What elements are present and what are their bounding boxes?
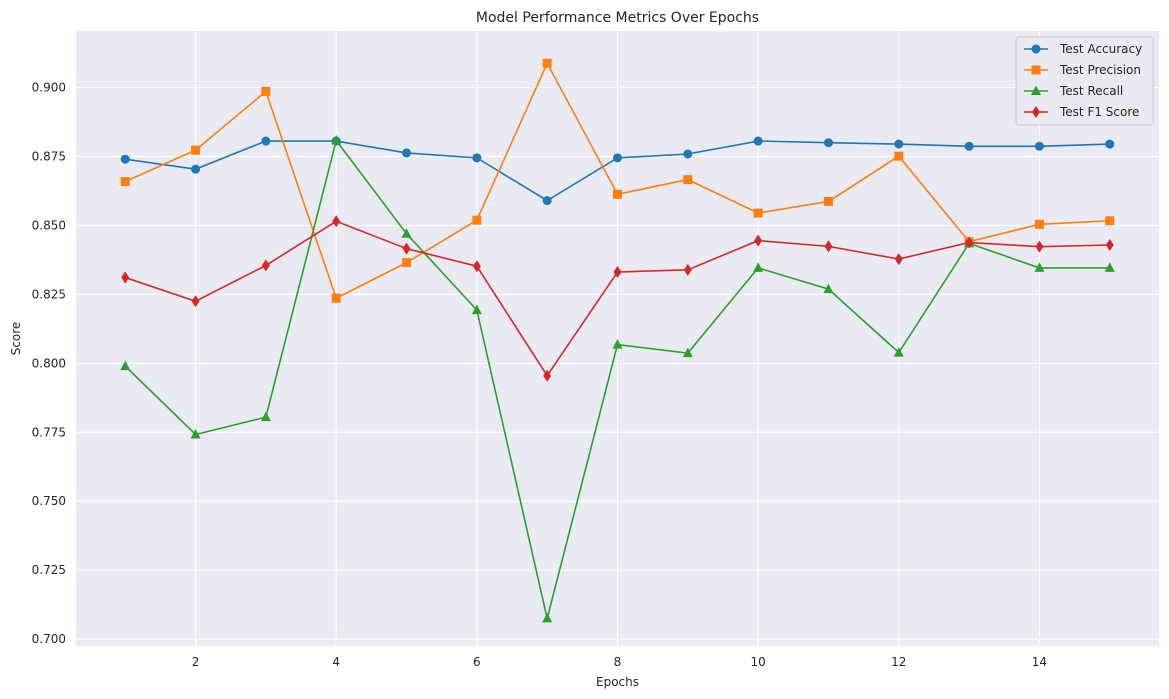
data-point	[190, 428, 201, 439]
data-point	[472, 260, 481, 273]
series-test-accuracy	[120, 136, 1115, 206]
chart-title: Model Performance Metrics Over Epochs	[476, 10, 759, 26]
x-tick-label: 4	[332, 655, 340, 669]
data-point	[331, 134, 342, 145]
data-point	[331, 293, 341, 303]
legend-label: Test Recall	[1059, 84, 1123, 98]
data-point	[613, 189, 622, 199]
y-tick-label: 0.900	[32, 81, 66, 95]
data-point	[824, 240, 833, 253]
legend-item: Test F1 Score	[1024, 105, 1139, 119]
y-tick-label: 0.725	[32, 563, 66, 577]
y-tick-label: 0.700	[32, 632, 66, 646]
y-tick-label: 0.750	[32, 494, 66, 508]
data-point	[753, 208, 763, 218]
x-tick-label: 12	[891, 655, 906, 669]
x-axis-label: Epochs	[596, 675, 639, 689]
data-point	[121, 271, 130, 284]
data-point	[683, 149, 693, 159]
data-point	[543, 369, 552, 382]
legend-marker	[1032, 106, 1040, 118]
data-point	[964, 141, 974, 151]
data-point	[191, 145, 201, 155]
data-point	[542, 612, 553, 623]
data-point	[894, 253, 903, 266]
data-point	[261, 136, 271, 146]
y-axis-label: Score	[9, 322, 23, 356]
x-tick-label: 6	[473, 655, 481, 669]
series-layer	[120, 58, 1115, 623]
data-point	[261, 86, 271, 96]
data-point	[1105, 139, 1115, 149]
data-point	[191, 164, 201, 174]
data-point	[613, 266, 622, 279]
data-point	[472, 153, 482, 163]
data-point	[683, 175, 693, 185]
data-point	[893, 347, 904, 357]
data-point	[1034, 219, 1044, 229]
data-point	[542, 58, 552, 68]
y-tick-label: 0.850	[32, 218, 66, 232]
data-point	[120, 154, 130, 164]
data-point	[402, 242, 411, 255]
data-point	[120, 177, 130, 187]
data-point	[965, 236, 974, 249]
legend-item: Test Recall	[1024, 84, 1123, 98]
legend-label: Test Precision	[1059, 63, 1141, 77]
y-tick-label: 0.775	[32, 425, 66, 439]
x-tick-label: 8	[614, 655, 622, 669]
data-point	[894, 139, 904, 149]
x-tick-label: 14	[1032, 655, 1047, 669]
data-point	[261, 259, 270, 272]
data-point	[753, 136, 763, 146]
x-axis-ticks: 2 4 6 8 10 12 14	[192, 655, 1047, 669]
data-point	[1034, 262, 1045, 272]
y-axis-ticks: 0.700 0.725 0.750 0.775 0.800 0.825 0.850 0.875…	[32, 81, 66, 647]
data-point	[1035, 240, 1044, 253]
data-point	[1104, 262, 1115, 272]
data-point	[542, 196, 552, 206]
data-point	[401, 228, 412, 238]
data-point	[332, 215, 341, 228]
legend-box	[1015, 36, 1154, 126]
data-point	[823, 138, 833, 148]
legend: Test Accuracy Test Precision Test Recall Te…	[1015, 36, 1154, 126]
data-point	[191, 295, 200, 308]
legend-marker	[1031, 85, 1041, 95]
data-point	[682, 347, 693, 358]
data-point	[402, 148, 412, 158]
legend-item: Test Precision	[1024, 63, 1141, 77]
data-point	[894, 151, 904, 161]
data-point	[823, 283, 834, 294]
series-test-f1-score	[121, 215, 1114, 382]
data-point	[613, 153, 622, 163]
data-point	[472, 215, 482, 225]
data-point	[1105, 216, 1115, 226]
data-point	[471, 304, 482, 315]
series-test-precision	[120, 58, 1115, 303]
legend-label: Test Accuracy	[1059, 42, 1142, 56]
legend-marker	[1031, 65, 1041, 75]
data-point	[1034, 141, 1044, 151]
data-point	[753, 262, 764, 272]
data-point	[612, 339, 623, 349]
legend-item: Test Accuracy	[1024, 42, 1142, 56]
data-point	[260, 411, 271, 422]
y-tick-label: 0.800	[32, 356, 66, 370]
data-point	[754, 234, 763, 247]
y-tick-label: 0.825	[32, 287, 66, 301]
y-tick-label: 0.875	[32, 149, 66, 163]
data-point	[1105, 239, 1114, 252]
legend-marker	[1031, 44, 1041, 54]
data-point	[823, 196, 833, 206]
x-tick-label: 2	[192, 655, 200, 669]
data-point	[402, 258, 412, 268]
data-point	[683, 263, 692, 276]
x-tick-label: 10	[751, 655, 766, 669]
data-point	[120, 360, 131, 371]
legend-label: Test F1 Score	[1059, 105, 1139, 119]
